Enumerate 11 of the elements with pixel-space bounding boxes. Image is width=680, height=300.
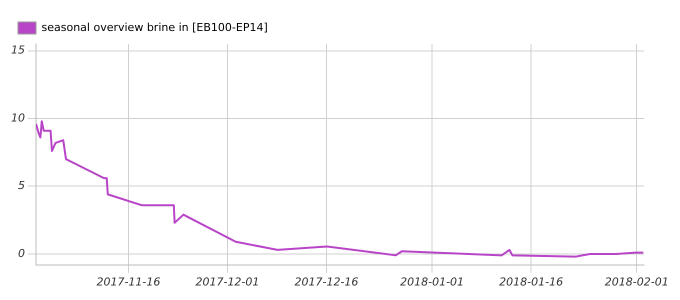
x-tick-label: 2017-11-16 — [96, 275, 160, 288]
y-tick-label: 0 — [18, 246, 25, 260]
x-tick-label: 2017-12-16 — [294, 275, 358, 288]
x-tick-label: 2017-12-01 — [195, 275, 260, 288]
x-tick-label: 2018-01-16 — [499, 275, 564, 288]
y-tick-label: 10 — [10, 111, 25, 124]
legend-label: seasonal overview brine in [EB100-EP14] — [42, 20, 268, 34]
y-tick-label: 15 — [10, 44, 25, 57]
x-tick-label: 2018-01-01 — [400, 275, 464, 288]
y-tick-label: 5 — [18, 179, 25, 192]
x-tick-label: 2018-02-01 — [604, 275, 669, 288]
